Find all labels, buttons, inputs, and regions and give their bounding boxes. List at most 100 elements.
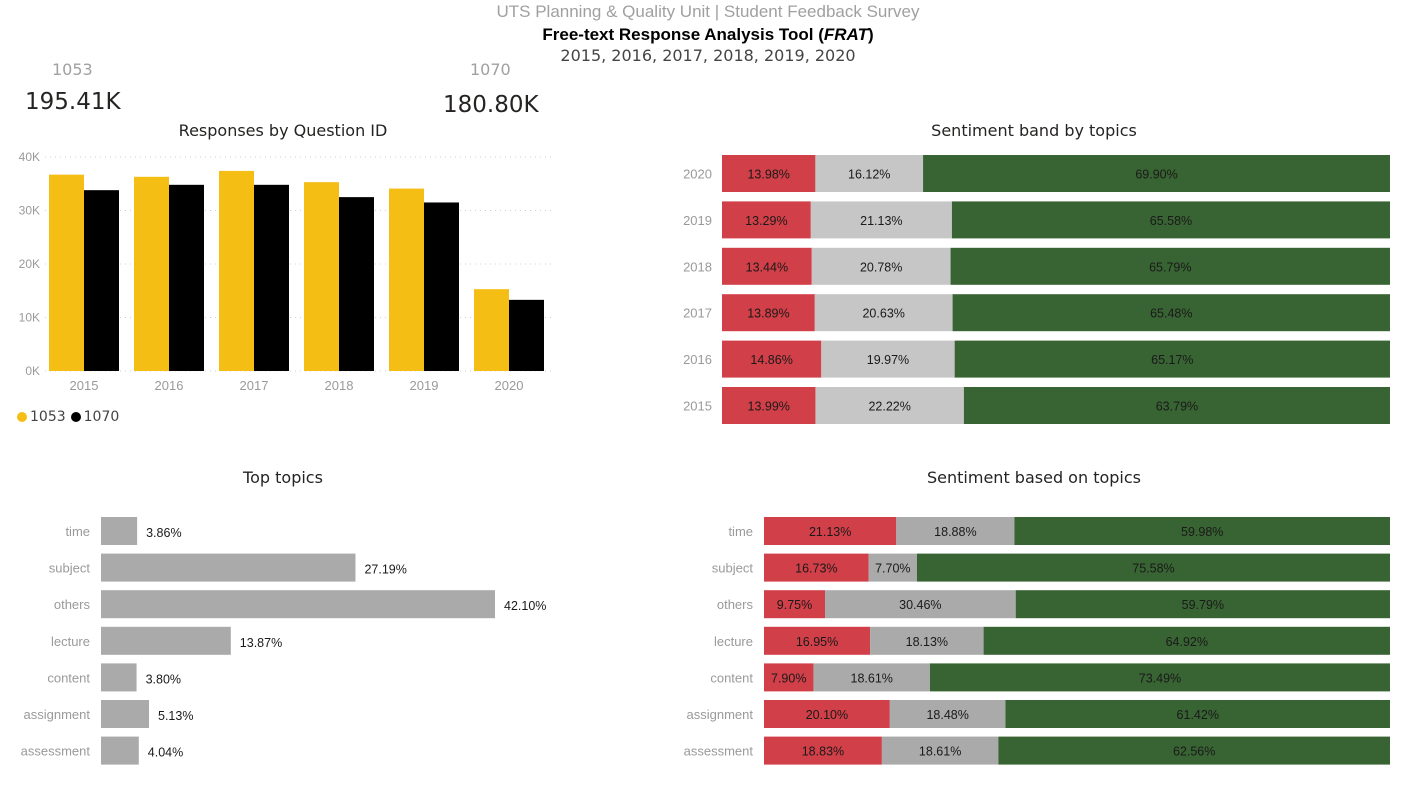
stacked-segment bbox=[1015, 590, 1390, 619]
category-label: content bbox=[710, 670, 753, 685]
segment-data-label: 59.98% bbox=[1181, 525, 1223, 539]
segment-data-label: 16.12% bbox=[848, 168, 890, 182]
stacked-segment bbox=[813, 663, 930, 692]
sentiment-topics-chart-title: Sentiment based on topics bbox=[927, 468, 1141, 487]
category-label: 2015 bbox=[683, 399, 712, 414]
kpi-1053-label: 1053 bbox=[52, 60, 93, 79]
segment-data-label: 18.61% bbox=[919, 745, 961, 759]
x-tick-label: 2016 bbox=[155, 378, 184, 393]
stacked-segment bbox=[764, 517, 897, 545]
category-label: subject bbox=[49, 561, 91, 576]
segment-data-label: 30.46% bbox=[899, 598, 941, 612]
segment-data-label: 18.48% bbox=[926, 708, 968, 722]
segment-data-label: 61.42% bbox=[1177, 708, 1219, 722]
responses-bar bbox=[424, 202, 459, 371]
report-title: Free-text Response Analysis Tool (FRAT) bbox=[0, 25, 1416, 45]
segment-data-label: 18.83% bbox=[802, 745, 844, 759]
category-label: others bbox=[717, 597, 754, 612]
segment-data-label: 75.58% bbox=[1132, 562, 1174, 576]
stacked-segment bbox=[881, 736, 999, 765]
y-tick-label: 0K bbox=[25, 364, 40, 378]
segment-data-label: 73.49% bbox=[1139, 671, 1181, 685]
stacked-segment bbox=[722, 294, 815, 332]
responses-bar bbox=[509, 299, 544, 371]
category-label: assessment bbox=[684, 744, 754, 759]
segment-data-label: 13.99% bbox=[748, 400, 790, 414]
segment-data-label: 20.63% bbox=[862, 307, 904, 321]
stacked-segment bbox=[868, 553, 917, 582]
stacked-segment bbox=[722, 155, 816, 192]
topic-data-label: 4.04% bbox=[148, 746, 183, 760]
category-label: 2019 bbox=[683, 213, 712, 228]
responses-bar bbox=[339, 197, 374, 371]
topic-bar bbox=[101, 700, 150, 728]
segment-data-label: 65.17% bbox=[1151, 353, 1193, 367]
x-tick-label: 2015 bbox=[70, 378, 99, 393]
category-label: others bbox=[54, 597, 91, 612]
report-supertitle: UTS Planning & Quality Unit | Student Fe… bbox=[496, 2, 920, 21]
category-label: time bbox=[728, 524, 753, 539]
stacked-segment bbox=[815, 155, 924, 192]
stacked-segment bbox=[1014, 517, 1390, 545]
category-label: assignment bbox=[687, 707, 754, 722]
y-tick-label: 40K bbox=[19, 150, 40, 164]
segment-data-label: 64.92% bbox=[1166, 635, 1208, 649]
stacked-segment bbox=[764, 553, 869, 582]
segment-data-label: 18.88% bbox=[934, 525, 976, 539]
stacked-segment bbox=[952, 294, 1390, 332]
responses-bar bbox=[84, 190, 119, 371]
segment-data-label: 69.90% bbox=[1135, 168, 1177, 182]
category-label: content bbox=[47, 670, 90, 685]
legend-label-1070: 1070 bbox=[83, 409, 120, 425]
stacked-segment bbox=[764, 700, 890, 728]
stacked-segment bbox=[722, 340, 822, 378]
top-topics-chart-title: Top topics bbox=[243, 468, 323, 487]
segment-data-label: 16.73% bbox=[795, 562, 837, 576]
y-tick-label: 10K bbox=[19, 311, 40, 325]
responses-bar bbox=[254, 184, 289, 371]
legend-dot-1070 bbox=[70, 412, 81, 422]
y-tick-label: 30K bbox=[19, 204, 40, 218]
segment-data-label: 13.98% bbox=[747, 168, 789, 182]
category-label: lecture bbox=[714, 634, 753, 649]
stacked-segment bbox=[815, 387, 964, 424]
responses-bar bbox=[219, 170, 254, 371]
stacked-segment bbox=[929, 663, 1390, 692]
segment-data-label: 18.61% bbox=[851, 671, 893, 685]
segment-data-label: 13.29% bbox=[745, 214, 787, 228]
topic-data-label: 13.87% bbox=[240, 636, 282, 650]
topic-bar bbox=[101, 553, 356, 582]
stacked-segment bbox=[722, 387, 816, 424]
topic-data-label: 42.10% bbox=[504, 599, 546, 613]
stacked-segment bbox=[821, 340, 955, 378]
stacked-segment bbox=[810, 201, 952, 239]
legend-item-1053[interactable]: 1053 bbox=[17, 409, 66, 425]
report-title-acronym: FRAT bbox=[823, 25, 868, 44]
kpi-1053-value: 195.41K bbox=[25, 89, 121, 115]
stacked-segment bbox=[764, 736, 882, 765]
stacked-segment bbox=[923, 155, 1390, 192]
segment-data-label: 65.58% bbox=[1150, 214, 1192, 228]
category-label: assignment bbox=[24, 707, 91, 722]
segment-data-label: 19.97% bbox=[867, 353, 909, 367]
stacked-segment bbox=[825, 590, 1016, 619]
stacked-segment bbox=[814, 294, 953, 332]
segment-data-label: 65.48% bbox=[1150, 307, 1192, 321]
x-tick-label: 2020 bbox=[495, 378, 524, 393]
category-label: 2016 bbox=[683, 352, 712, 367]
segment-data-label: 63.79% bbox=[1156, 400, 1198, 414]
topic-data-label: 3.80% bbox=[146, 672, 181, 686]
stacked-segment bbox=[764, 663, 814, 692]
stacked-segment bbox=[1005, 700, 1390, 728]
legend-label-1053: 1053 bbox=[30, 409, 66, 425]
report-title-suffix: ) bbox=[867, 25, 874, 44]
category-label: time bbox=[65, 524, 90, 539]
responses-bar bbox=[389, 188, 424, 371]
stacked-segment bbox=[722, 201, 811, 239]
segment-data-label: 22.22% bbox=[868, 400, 910, 414]
category-label: 2018 bbox=[683, 259, 712, 274]
legend-item-1070[interactable]: 1070 bbox=[70, 409, 120, 425]
responses-legend: 1053 1070 bbox=[17, 409, 124, 425]
stacked-segment bbox=[764, 590, 826, 619]
